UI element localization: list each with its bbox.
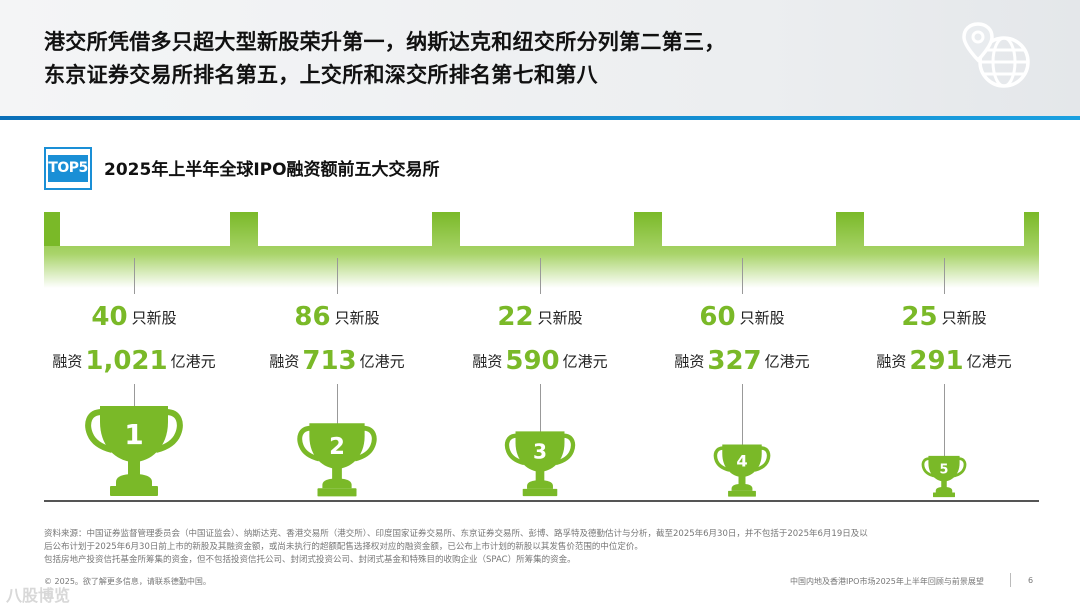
- funds-raised: 融资 327 亿港元: [642, 346, 842, 376]
- ipo-count: 25 只新股: [844, 302, 1044, 332]
- funds-label: 融资: [52, 352, 83, 371]
- ipo-count: 86 只新股: [237, 302, 437, 332]
- exchange-name: 香港交易所: [91, 216, 177, 236]
- connector-line: [337, 384, 338, 424]
- source-line-2: 后公布计划于2025年6月30日前上市的新股及其融资金额，或尚未执行的超额配售选…: [44, 542, 643, 552]
- funds-unit: 亿港元: [764, 352, 810, 371]
- connector-line: [337, 258, 338, 294]
- funds-unit: 亿港元: [170, 352, 216, 371]
- connector-line: [944, 258, 945, 294]
- trophy-icon: 1: [85, 406, 183, 496]
- ipo-count-unit: 只新股: [537, 308, 583, 327]
- trophy-icon: 4: [713, 444, 771, 497]
- ipo-count: 60 只新股: [642, 302, 842, 332]
- funds-label: 融资: [472, 352, 503, 371]
- connector-line: [134, 384, 135, 406]
- trophy-rank: 2: [329, 434, 345, 460]
- ipo-count-value: 60: [699, 302, 736, 332]
- funds-raised: 融资 713 亿港元: [237, 346, 437, 376]
- exchange-name: 东京证券交易所: [884, 216, 1004, 236]
- ipo-count-unit: 只新股: [739, 308, 785, 327]
- title-line-2: 东京证券交易所排名第五，上交所和深交所排名第七和第八: [44, 63, 598, 87]
- top5-badge: TOP5: [44, 147, 92, 190]
- funds-value: 590: [505, 346, 560, 376]
- ipo-count-unit: 只新股: [334, 308, 380, 327]
- funds-label: 融资: [269, 352, 300, 371]
- funds-label: 融资: [876, 352, 907, 371]
- funds-raised: 融资 590 亿港元: [440, 346, 640, 376]
- copyright-text: © 2025。欲了解更多信息，请联系德勤中国。: [44, 577, 211, 586]
- funds-value: 713: [302, 346, 357, 376]
- connector-line: [540, 384, 541, 432]
- trophy-rank: 3: [533, 440, 547, 464]
- connector-line: [134, 258, 135, 294]
- title-line-1: 港交所凭借多只超大型新股荣升第一，纳斯达克和纽交所分列第二第三，: [44, 30, 726, 54]
- connector-line: [944, 384, 945, 458]
- source-line-1: 资料来源：中国证券监督管理委员会（中国证监会）、纳斯达克、香港交易所（港交所）、…: [44, 529, 868, 539]
- report-title-footer: 中国内地及香港IPO市场2025年上半年回顾与前景展望: [790, 577, 984, 586]
- funds-unit: 亿港元: [359, 352, 405, 371]
- exchange-name: 纳斯达克: [303, 216, 371, 236]
- source-line-3: 包括房地产投资信托基金所筹集的资金，但不包括投资信托公司、封闭式投资公司、封闭式…: [44, 555, 576, 565]
- ipo-count-value: 86: [294, 302, 331, 332]
- trophy-icon: 3: [504, 431, 576, 497]
- ipo-count-unit: 只新股: [131, 308, 177, 327]
- ipo-count-value: 40: [91, 302, 128, 332]
- trophy-rank: 4: [736, 452, 747, 471]
- funds-value: 327: [707, 346, 762, 376]
- page-number: 6: [1028, 576, 1034, 585]
- ipo-count-value: 25: [901, 302, 938, 332]
- page-title: 港交所凭借多只超大型新股荣升第一，纳斯达克和纽交所分列第二第三， 东京证券交易所…: [44, 26, 924, 92]
- trophy-icon: 2: [297, 423, 377, 497]
- funds-unit: 亿港元: [562, 352, 608, 371]
- ipo-count: 22 只新股: [440, 302, 640, 332]
- ipo-count-unit: 只新股: [941, 308, 987, 327]
- funds-value: 291: [909, 346, 964, 376]
- exchange-name: 纽约证券交易所: [480, 216, 600, 236]
- funds-raised: 融资 291 亿港元: [844, 346, 1044, 376]
- header-divider: [0, 116, 1080, 120]
- trophy-icon: 5: [921, 455, 967, 498]
- top5-badge-label: TOP5: [48, 155, 88, 182]
- ipo-count-value: 22: [497, 302, 534, 332]
- section-title: 2025年上半年全球IPO融资额前五大交易所: [104, 160, 440, 180]
- funds-label: 融资: [674, 352, 705, 371]
- connector-line: [742, 384, 743, 446]
- funds-unit: 亿港元: [966, 352, 1012, 371]
- ipo-count: 40 只新股: [34, 302, 234, 332]
- source-note: 资料来源：中国证券监督管理委员会（中国证监会）、纳斯达克、香港交易所（港交所）、…: [44, 528, 1034, 567]
- connector-line: [742, 258, 743, 294]
- watermark: 八股博览: [6, 586, 71, 605]
- trophy-rank: 5: [940, 462, 949, 477]
- green-band: [44, 212, 1039, 288]
- baseline: [44, 500, 1039, 502]
- exchange-name: 印度国家证券交易所: [665, 216, 819, 236]
- location-globe-icon: [962, 22, 1030, 88]
- footer-divider: [1010, 573, 1011, 587]
- connector-line: [540, 258, 541, 294]
- funds-raised: 融资 1,021 亿港元: [34, 346, 234, 376]
- header-banner: 港交所凭借多只超大型新股荣升第一，纳斯达克和纽交所分列第二第三， 东京证券交易所…: [0, 0, 1080, 116]
- trophy-rank: 1: [124, 418, 143, 451]
- funds-value: 1,021: [85, 346, 168, 376]
